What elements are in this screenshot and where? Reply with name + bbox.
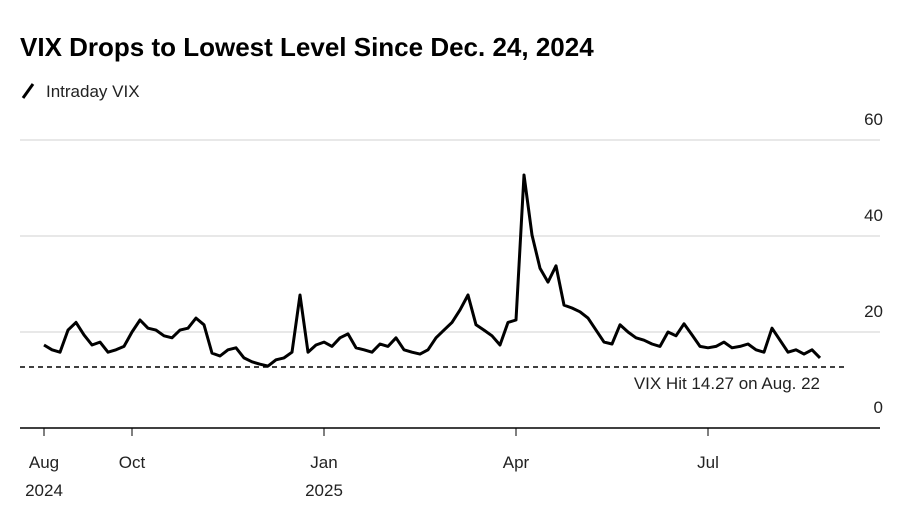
y-tick-label: 40 — [864, 206, 883, 225]
x-tick-label: Apr — [503, 453, 530, 472]
legend-swatch — [21, 83, 35, 99]
y-tick-label: 0 — [874, 398, 883, 417]
y-tick-label: 20 — [864, 302, 883, 321]
chart-title: VIX Drops to Lowest Level Since Dec. 24,… — [20, 32, 594, 62]
x-tick-label: Jan 2025 — [305, 453, 343, 500]
x-tick-label: Oct — [119, 453, 146, 472]
x-tick-label: Jul — [697, 453, 719, 472]
y-tick-label: 60 — [864, 110, 883, 129]
legend-label: Intraday VIX — [46, 82, 140, 101]
annotation: VIX Hit 14.27 on Aug. 22 — [634, 374, 820, 393]
data-line — [43, 173, 822, 368]
x-tick-label: Aug 2024 — [25, 453, 63, 500]
